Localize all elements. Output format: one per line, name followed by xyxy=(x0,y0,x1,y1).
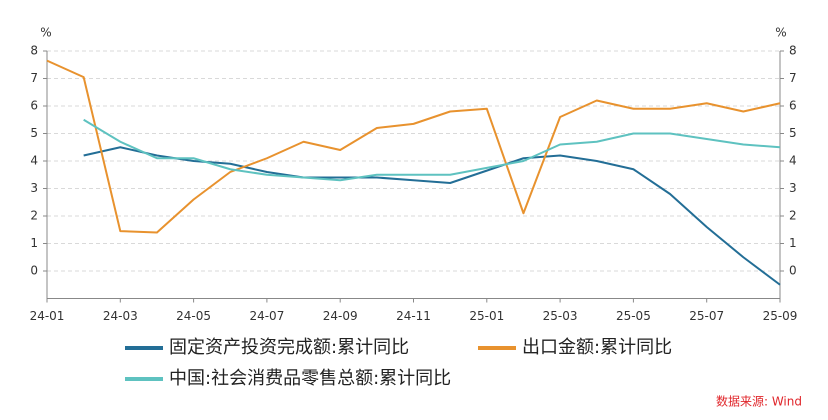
y-tick-label: 6 xyxy=(30,99,38,113)
y-tick-label: 1 xyxy=(30,236,38,250)
x-tick-label: 24-03 xyxy=(103,309,138,323)
y-tick-label: 0 xyxy=(30,264,38,278)
y2-unit: % xyxy=(775,26,786,40)
x-tick-label: 25-03 xyxy=(543,309,578,323)
series-line xyxy=(83,146,781,286)
x-tick-label: 25-05 xyxy=(616,309,651,323)
y-tick-label: 3 xyxy=(30,181,38,195)
legend-label: 出口金额:累计同比 xyxy=(522,337,672,358)
y-tick-label: 8 xyxy=(30,44,38,58)
source-note: 数据来源: Wind xyxy=(716,394,802,409)
y-tick-label: 2 xyxy=(30,209,38,223)
x-tick-label: 25-09 xyxy=(763,309,798,323)
x-tick-label: 24-07 xyxy=(249,309,284,323)
y2-tick-label: 2 xyxy=(789,209,797,223)
y2-tick-label: 0 xyxy=(789,264,797,278)
y-unit: % xyxy=(40,26,51,40)
x-tick-label: 24-11 xyxy=(396,309,431,323)
x-tick-label: 25-07 xyxy=(689,309,724,323)
legend-label: 固定资产投资完成额:累计同比 xyxy=(169,337,409,358)
series-line xyxy=(83,118,781,182)
x-tick-label: 24-05 xyxy=(176,309,211,323)
y-tick-label: 7 xyxy=(30,71,38,85)
y2-tick-label: 8 xyxy=(789,44,797,58)
y2-tick-label: 7 xyxy=(789,71,797,85)
y2-tick-label: 3 xyxy=(789,181,797,195)
y2-tick-label: 6 xyxy=(789,99,797,113)
y2-tick-label: 5 xyxy=(789,126,797,140)
x-tick-label: 25-01 xyxy=(469,309,504,323)
legend-label: 中国:社会消费品零售总额:累计同比 xyxy=(169,368,451,389)
x-tick-label: 24-01 xyxy=(30,309,65,323)
y-tick-label: 5 xyxy=(30,126,38,140)
x-tick-label: 24-09 xyxy=(323,309,358,323)
series-line xyxy=(46,59,781,234)
y2-tick-label: 1 xyxy=(789,236,797,250)
y-tick-label: 4 xyxy=(30,154,38,168)
y2-tick-label: 4 xyxy=(789,154,797,168)
